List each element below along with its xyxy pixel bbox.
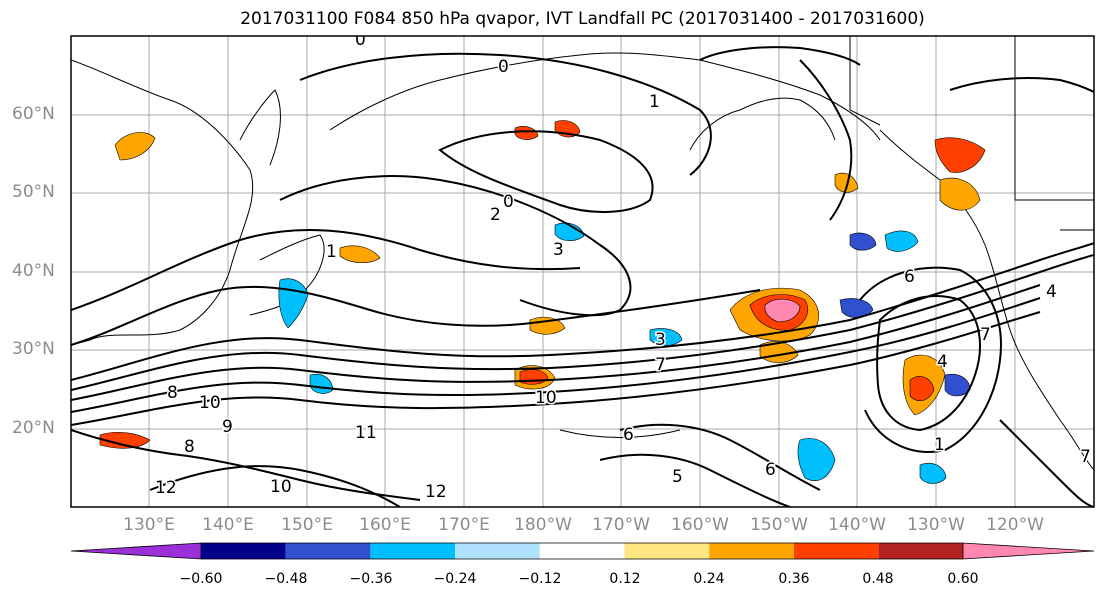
contour-labels: 0 0 0 1 2 3 3 7 8 10 10 11 12 6 6 5 4 4 … [154,30,1093,504]
contour-label: 10 [270,477,292,497]
contour-label: 4 [1046,282,1057,302]
anomaly-patch [884,230,919,252]
anomaly-patch [939,177,981,211]
contour-label: 2 [490,205,501,225]
colorbar-tick: 0.12 [609,571,641,587]
lat-label: 20°N [12,418,55,438]
contour-label: 6 [904,267,915,287]
anomaly-patch [764,298,801,323]
contour-lines [71,46,1094,507]
colorbar-tick: 0.48 [862,571,894,587]
contour-label: 6 [765,460,776,480]
colorbar-tick: −0.12 [518,571,562,587]
anomaly-patch [514,126,539,140]
colorbar-tick: 0.24 [693,571,725,587]
contour-label: 9 [222,417,233,437]
lon-label: 160°W [671,515,729,535]
lon-label: 160°E [359,515,411,535]
anomaly-patch [114,132,156,161]
contour-label: 12 [425,482,447,502]
contour-label: 10 [199,393,221,413]
lat-label: 40°N [12,261,55,281]
anomaly-patch [919,462,947,484]
contour-label: 0 [503,192,514,212]
contour-label: 7 [655,355,666,375]
map-frame [70,35,1095,508]
contour-label: 10 [535,388,557,408]
anomaly-patch [834,172,859,193]
anomaly-patch [339,245,381,263]
colorbar-tick: 0.36 [778,571,810,587]
contour-label: 4 [937,352,948,372]
contour-label: 11 [355,423,377,443]
lon-label: 150°W [750,515,808,535]
contour-label: 3 [655,330,666,350]
lon-label: 140°W [828,515,886,535]
lon-label: 140°E [202,515,254,535]
lat-label: 60°N [12,104,55,124]
lon-label: 130°E [123,515,175,535]
contour-label: 3 [553,240,564,260]
lon-label: 130°W [907,515,965,535]
lon-label: 120°W [986,515,1044,535]
lat-label: 50°N [12,182,55,202]
contour-label: 1 [649,92,660,112]
anomaly-patch [944,373,971,397]
lon-label: 170°E [438,515,490,535]
colorbar-tick: −0.24 [433,571,477,587]
colorbar-tick: 0.60 [947,571,979,587]
anomaly-patch [849,232,877,251]
lat-label: 30°N [12,339,55,359]
anomaly-patch [934,137,986,173]
contour-label: 1 [326,242,337,262]
lon-label: 180°W [514,515,572,535]
anomaly-patch [909,376,935,402]
anomaly-patch [797,438,836,481]
contour-label: 5 [672,467,683,487]
contour-label: 8 [184,437,195,457]
figure-title: 2017031100 F084 850 hPa qvapor, IVT Land… [240,9,925,29]
anomaly-patch [649,328,683,346]
contour-label: 0 [498,57,509,77]
colorbar-tick: −0.60 [179,571,223,587]
anomaly-patch [839,298,874,319]
contour-label: 1 [934,435,945,455]
shaded-anomalies [99,120,986,484]
contour-label: 0 [355,30,366,50]
contour-label: 12 [155,478,177,498]
lon-label: 150°E [281,515,333,535]
contour-label: 7 [980,325,991,345]
colorbar-tick: −0.48 [264,571,308,587]
anomaly-patch [99,431,151,449]
contour-label: 8 [167,383,178,403]
colorbar-tick: −0.36 [349,571,393,587]
coastlines [71,36,1094,471]
contour-label: 6 [623,425,634,445]
lon-label: 170°W [592,515,650,535]
contour-label: 7 [1080,447,1091,467]
